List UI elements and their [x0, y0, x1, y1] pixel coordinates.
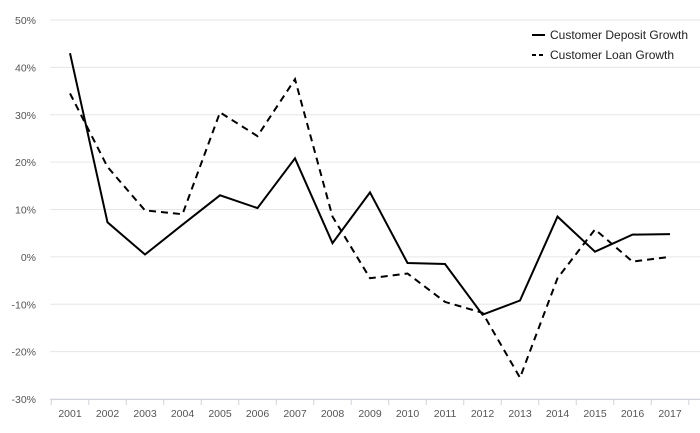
y-tick-label: 0%: [21, 252, 36, 264]
y-tick-label: -30%: [11, 394, 36, 406]
y-tick-label: 50%: [15, 15, 36, 27]
x-tick-label: 2014: [546, 408, 570, 420]
y-tick-label: 10%: [15, 205, 36, 217]
x-axis: 2001 2002 2003 2004 2005 2006 2007 2008 2009 2010…: [50, 399, 700, 420]
legend-label: Customer Deposit Growth: [550, 28, 688, 42]
data-point: [667, 231, 673, 237]
data-point: [330, 214, 336, 220]
y-tick-label: 30%: [15, 110, 36, 122]
data-point: [330, 240, 336, 246]
series-lines: [67, 50, 673, 381]
legend: Customer Deposit Growth Customer Loan Gro…: [532, 28, 688, 62]
data-point: [630, 259, 636, 265]
x-tick-label: 2012: [471, 408, 495, 420]
data-point: [555, 214, 561, 220]
x-tick-label: 2005: [208, 408, 232, 420]
data-point: [217, 192, 223, 198]
data-point: [442, 261, 448, 267]
x-tick-label: 2013: [508, 408, 532, 420]
data-point: [405, 260, 411, 266]
y-tick-label: 20%: [15, 157, 36, 169]
x-tick-label: 2009: [358, 408, 382, 420]
data-point: [442, 299, 448, 305]
data-point: [592, 226, 598, 232]
data-point: [217, 109, 223, 115]
x-tick-label: 2006: [246, 408, 270, 420]
data-point: [292, 76, 298, 82]
x-tick-label: 2007: [283, 408, 307, 420]
x-tick-label: 2011: [434, 408, 457, 420]
data-point: [105, 219, 111, 225]
data-point: [667, 254, 673, 260]
data-point: [517, 297, 523, 303]
data-point: [142, 207, 148, 213]
y-axis-tick-labels: 50% 40% 30% 20% 10% 0% -10% -20% -30%: [11, 15, 36, 406]
data-point: [555, 275, 561, 281]
x-tick-label: 2015: [583, 408, 607, 420]
x-tick-label: 2010: [396, 408, 420, 420]
data-point: [255, 205, 261, 211]
x-tick-label: 2003: [133, 408, 157, 420]
series-line-customer-deposit-growth: [69, 52, 671, 316]
data-point: [292, 155, 298, 161]
data-point: [180, 211, 186, 217]
y-tick-label: -20%: [11, 347, 36, 359]
data-point: [592, 249, 598, 255]
x-tick-label: 2017: [658, 408, 682, 420]
x-tick-label: 2016: [621, 408, 645, 420]
y-tick-label: -10%: [11, 299, 36, 311]
data-point: [480, 310, 486, 316]
data-point: [517, 375, 523, 381]
data-point: [255, 133, 261, 139]
data-point: [367, 189, 373, 195]
x-tick-label: 2008: [321, 408, 345, 420]
data-point: [142, 252, 148, 258]
data-point: [105, 164, 111, 170]
series-line-customer-loan-growth: [69, 76, 671, 381]
y-tick-label: 40%: [15, 62, 36, 74]
x-tick-label: 2004: [171, 408, 195, 420]
x-tick-label: 2002: [96, 408, 120, 420]
data-point: [180, 222, 186, 228]
data-point: [367, 275, 373, 281]
legend-label: Customer Loan Growth: [550, 48, 674, 62]
data-point: [405, 270, 411, 276]
data-point: [67, 90, 73, 96]
x-tick-label: 2001: [58, 408, 82, 420]
data-point: [630, 232, 636, 238]
data-point: [67, 50, 73, 56]
